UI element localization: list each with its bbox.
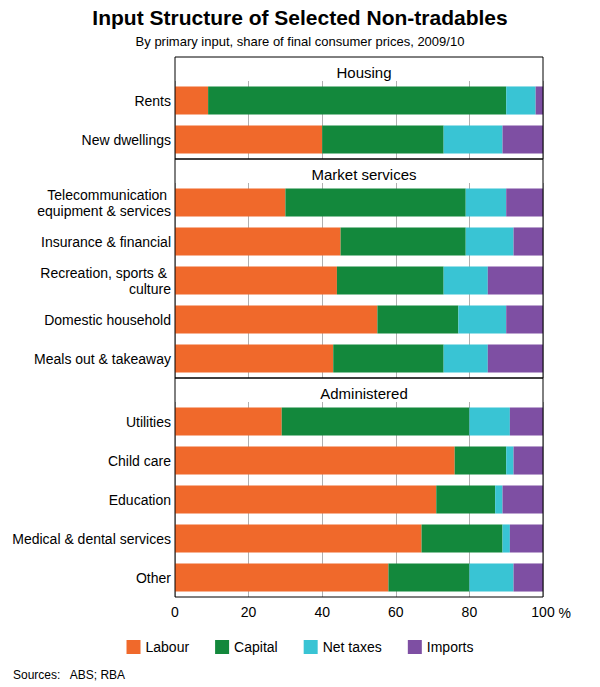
svg-text:Labour: Labour: [146, 639, 190, 655]
svg-text:Capital: Capital: [234, 639, 278, 655]
svg-text:0: 0: [171, 604, 179, 620]
svg-text:Utilities: Utilities: [126, 414, 171, 430]
svg-text:equipment & services: equipment & services: [37, 203, 171, 219]
svg-text:20: 20: [241, 604, 257, 620]
svg-text:40: 40: [314, 604, 330, 620]
svg-text:Rents: Rents: [134, 93, 171, 109]
svg-text:100: 100: [531, 604, 555, 620]
svg-text:Telecommunication: Telecommunication: [47, 187, 171, 203]
svg-text:Housing: Housing: [336, 64, 391, 81]
svg-text:80: 80: [462, 604, 478, 620]
svg-text:Input Structure of Selected No: Input Structure of Selected Non-tradable…: [92, 6, 507, 29]
svg-text:Medical & dental services: Medical & dental services: [12, 531, 171, 547]
svg-text:Sources: ABS; RBA: Sources: ABS; RBA: [13, 668, 125, 682]
svg-text:Education: Education: [109, 492, 171, 508]
svg-text:Other: Other: [136, 570, 171, 586]
svg-text:Recreation, sports &: Recreation, sports &: [40, 265, 171, 281]
svg-text:60: 60: [388, 604, 404, 620]
svg-text:culture: culture: [129, 281, 171, 297]
svg-text:Net taxes: Net taxes: [323, 639, 382, 655]
svg-text:By primary input, share of fin: By primary input, share of final consume…: [136, 34, 465, 49]
svg-text:%: %: [559, 605, 571, 621]
svg-text:Market services: Market services: [311, 166, 416, 183]
svg-text:New dwellings: New dwellings: [82, 132, 171, 148]
svg-text:Administered: Administered: [320, 385, 408, 402]
svg-text:Meals out & takeaway: Meals out & takeaway: [34, 351, 171, 367]
svg-text:Insurance & financial: Insurance & financial: [41, 234, 171, 250]
svg-text:Imports: Imports: [427, 639, 474, 655]
svg-text:Child care: Child care: [108, 453, 171, 469]
svg-text:Domestic household: Domestic household: [44, 312, 171, 328]
